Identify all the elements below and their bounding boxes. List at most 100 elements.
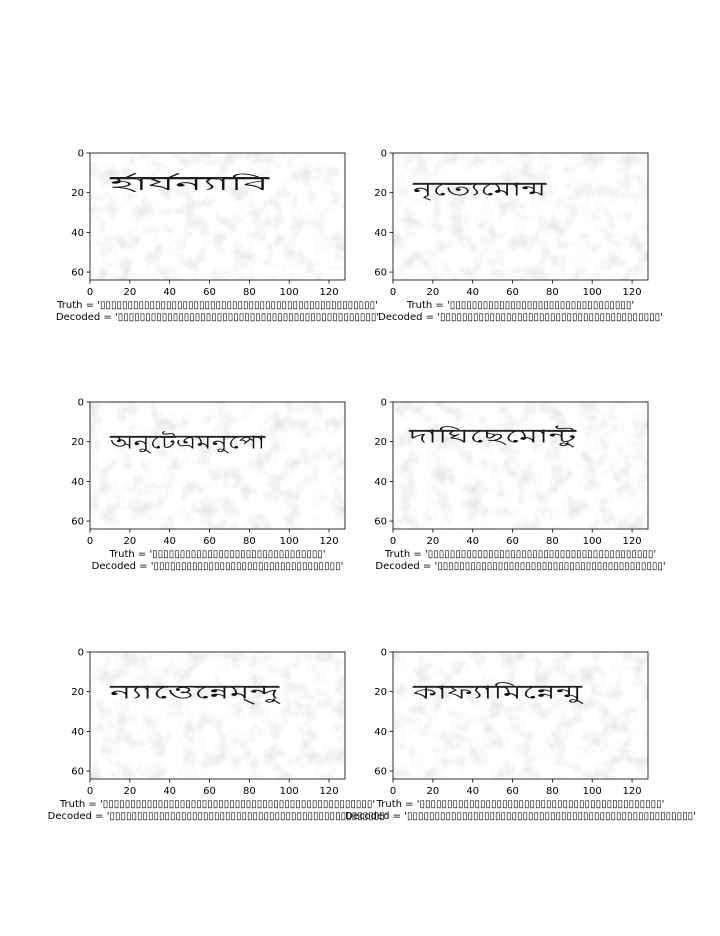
x-tick-label: 120 — [623, 536, 642, 547]
x-tick-label: 60 — [203, 536, 216, 547]
handwritten-word: কাফ্যামিন্নেন্মু — [411, 683, 584, 704]
y-tick-label: 20 — [374, 687, 387, 698]
x-tick-label: 60 — [506, 287, 519, 298]
x-tick-label: 80 — [546, 536, 559, 547]
x-tick-label: 100 — [280, 536, 299, 547]
y-tick-label: 0 — [381, 648, 387, 659]
x-tick-label: 20 — [123, 536, 136, 547]
x-tick-label: 20 — [426, 786, 439, 797]
axes-frame — [89, 152, 346, 281]
axes-frame — [392, 152, 649, 281]
y-tick-label: 20 — [374, 188, 387, 199]
decoded-caption: Decoded = '▯▯▯▯▯▯▯▯▯▯▯▯▯▯▯▯▯▯▯▯▯▯▯▯▯▯▯▯▯… — [48, 811, 388, 822]
x-tick-label: 0 — [87, 786, 93, 797]
x-tick-label: 80 — [243, 536, 256, 547]
y-tick-label: 60 — [71, 517, 84, 528]
x-tick-label: 40 — [466, 287, 479, 298]
y-tick-label: 0 — [78, 398, 84, 409]
decoded-caption: Decoded = '▯▯▯▯▯▯▯▯▯▯▯▯▯▯▯▯▯▯▯▯▯▯▯▯▯▯▯▯▯… — [56, 312, 379, 323]
x-tick-label: 40 — [466, 786, 479, 797]
handwritten-word: ন্যাওেন্নেম্ন্দু — [108, 683, 281, 705]
y-tick-label: 0 — [78, 149, 84, 160]
truth-caption: Truth = '▯▯▯▯▯▯▯▯▯▯▯▯▯▯▯▯▯▯▯▯▯▯▯▯▯▯▯▯▯▯▯… — [108, 549, 325, 560]
axes-frame — [89, 401, 346, 530]
y-tick-label: 0 — [381, 398, 387, 409]
x-tick-label: 100 — [583, 287, 602, 298]
panel-4: দাঘিছেমোন্টু 0 20 40 60 80 100 120 0 20 40 60 Truth … — [374, 398, 665, 573]
y-tick-label: 40 — [71, 727, 84, 738]
x-tick-label: 120 — [320, 536, 339, 547]
x-tick-label: 40 — [163, 287, 176, 298]
x-tick-label: 100 — [583, 536, 602, 547]
x-tick-label: 60 — [203, 786, 216, 797]
x-tick-label: 60 — [506, 786, 519, 797]
x-tick-label: 40 — [163, 536, 176, 547]
y-tick-label: 40 — [374, 228, 387, 239]
panel-2: নৃত্যেমোন্ম 0 20 40 60 80 100 120 0 20 40 60 Truth =… — [374, 149, 663, 324]
image-noise — [393, 402, 648, 529]
x-tick-label: 100 — [280, 786, 299, 797]
y-tick-label: 40 — [71, 477, 84, 488]
y-tick-label: 20 — [71, 437, 84, 448]
image-noise — [393, 652, 648, 779]
axes-frame — [89, 651, 346, 780]
axes-frame — [392, 651, 649, 780]
x-tick-label: 40 — [466, 536, 479, 547]
truth-caption: Truth = '▯▯▯▯▯▯▯▯▯▯▯▯▯▯▯▯▯▯▯▯▯▯▯▯▯▯▯▯▯▯▯… — [384, 549, 656, 560]
x-tick-label: 100 — [583, 786, 602, 797]
y-tick-label: 20 — [71, 188, 84, 199]
truth-caption: Truth = '▯▯▯▯▯▯▯▯▯▯▯▯▯▯▯▯▯▯▯▯▯▯▯▯▯▯▯▯▯▯▯… — [59, 799, 375, 810]
x-tick-label: 80 — [243, 786, 256, 797]
y-tick-label: 60 — [374, 268, 387, 279]
x-tick-label: 20 — [426, 536, 439, 547]
decoded-caption: Decoded = '▯▯▯▯▯▯▯▯▯▯▯▯▯▯▯▯▯▯▯▯▯▯▯▯▯▯▯▯▯… — [375, 561, 665, 572]
panel-3: অনুটেএমনুপো 0 20 40 60 80 100 120 0 20 40 60 Truth =… — [71, 398, 346, 572]
image-noise — [393, 153, 648, 280]
x-tick-label: 60 — [506, 536, 519, 547]
truth-caption: Truth = '▯▯▯▯▯▯▯▯▯▯▯▯▯▯▯▯▯▯▯▯▯▯▯▯▯▯▯▯▯▯▯… — [56, 300, 378, 311]
y-tick-label: 0 — [381, 149, 387, 160]
image-noise — [90, 652, 345, 779]
y-tick-label: 60 — [71, 268, 84, 279]
y-tick-label: 40 — [374, 727, 387, 738]
image-noise — [90, 153, 345, 280]
x-tick-label: 80 — [243, 287, 256, 298]
x-tick-label: 0 — [390, 536, 396, 547]
y-tick-label: 60 — [71, 767, 84, 778]
truth-caption: Truth = '▯▯▯▯▯▯▯▯▯▯▯▯▯▯▯▯▯▯▯▯▯▯▯▯▯▯▯▯▯▯▯… — [406, 300, 634, 311]
x-tick-label: 100 — [280, 287, 299, 298]
x-tick-label: 0 — [87, 287, 93, 298]
y-tick-label: 40 — [374, 477, 387, 488]
y-tick-label: 40 — [71, 228, 84, 239]
y-tick-label: 60 — [374, 517, 387, 528]
x-tick-label: 0 — [87, 536, 93, 547]
y-tick-label: 20 — [71, 687, 84, 698]
x-tick-label: 20 — [123, 786, 136, 797]
x-tick-label: 120 — [320, 287, 339, 298]
handwritten-word: অনুটেএমনুপো — [108, 432, 266, 454]
x-tick-label: 40 — [163, 786, 176, 797]
handwritten-word: দাঘিছেমোন্টু — [407, 426, 578, 448]
x-tick-label: 0 — [390, 287, 396, 298]
x-tick-label: 80 — [546, 287, 559, 298]
y-tick-label: 60 — [374, 767, 387, 778]
x-tick-label: 60 — [203, 287, 216, 298]
x-tick-label: 120 — [623, 786, 642, 797]
y-tick-label: 0 — [78, 648, 84, 659]
decoded-caption: Decoded = '▯▯▯▯▯▯▯▯▯▯▯▯▯▯▯▯▯▯▯▯▯▯▯▯▯▯▯▯▯… — [92, 561, 344, 572]
decoded-caption: Decoded = '▯▯▯▯▯▯▯▯▯▯▯▯▯▯▯▯▯▯▯▯▯▯▯▯▯▯▯▯▯… — [345, 811, 696, 822]
x-tick-label: 0 — [390, 786, 396, 797]
image-noise — [90, 402, 345, 529]
handwritten-word: নৃত্যেমোন্ম — [411, 180, 547, 201]
x-tick-label: 120 — [320, 786, 339, 797]
x-tick-label: 20 — [426, 287, 439, 298]
decoded-caption: Decoded = '▯▯▯▯▯▯▯▯▯▯▯▯▯▯▯▯▯▯▯▯▯▯▯▯▯▯▯▯▯… — [378, 312, 663, 323]
y-tick-label: 20 — [374, 437, 387, 448]
panel-1: র্হার্যন্যাবি 0 20 40 60 80 100 120 0 20 40 60 Truth… — [56, 149, 379, 324]
x-tick-label: 120 — [623, 287, 642, 298]
x-tick-label: 20 — [123, 287, 136, 298]
handwritten-word: র্হার্যন্যাবি — [107, 173, 272, 195]
panel-5: ন্যাওেন্নেম্ন্দু 0 20 40 60 80 100 120 0 20 40 60 Tr… — [48, 648, 388, 823]
x-tick-label: 80 — [546, 786, 559, 797]
